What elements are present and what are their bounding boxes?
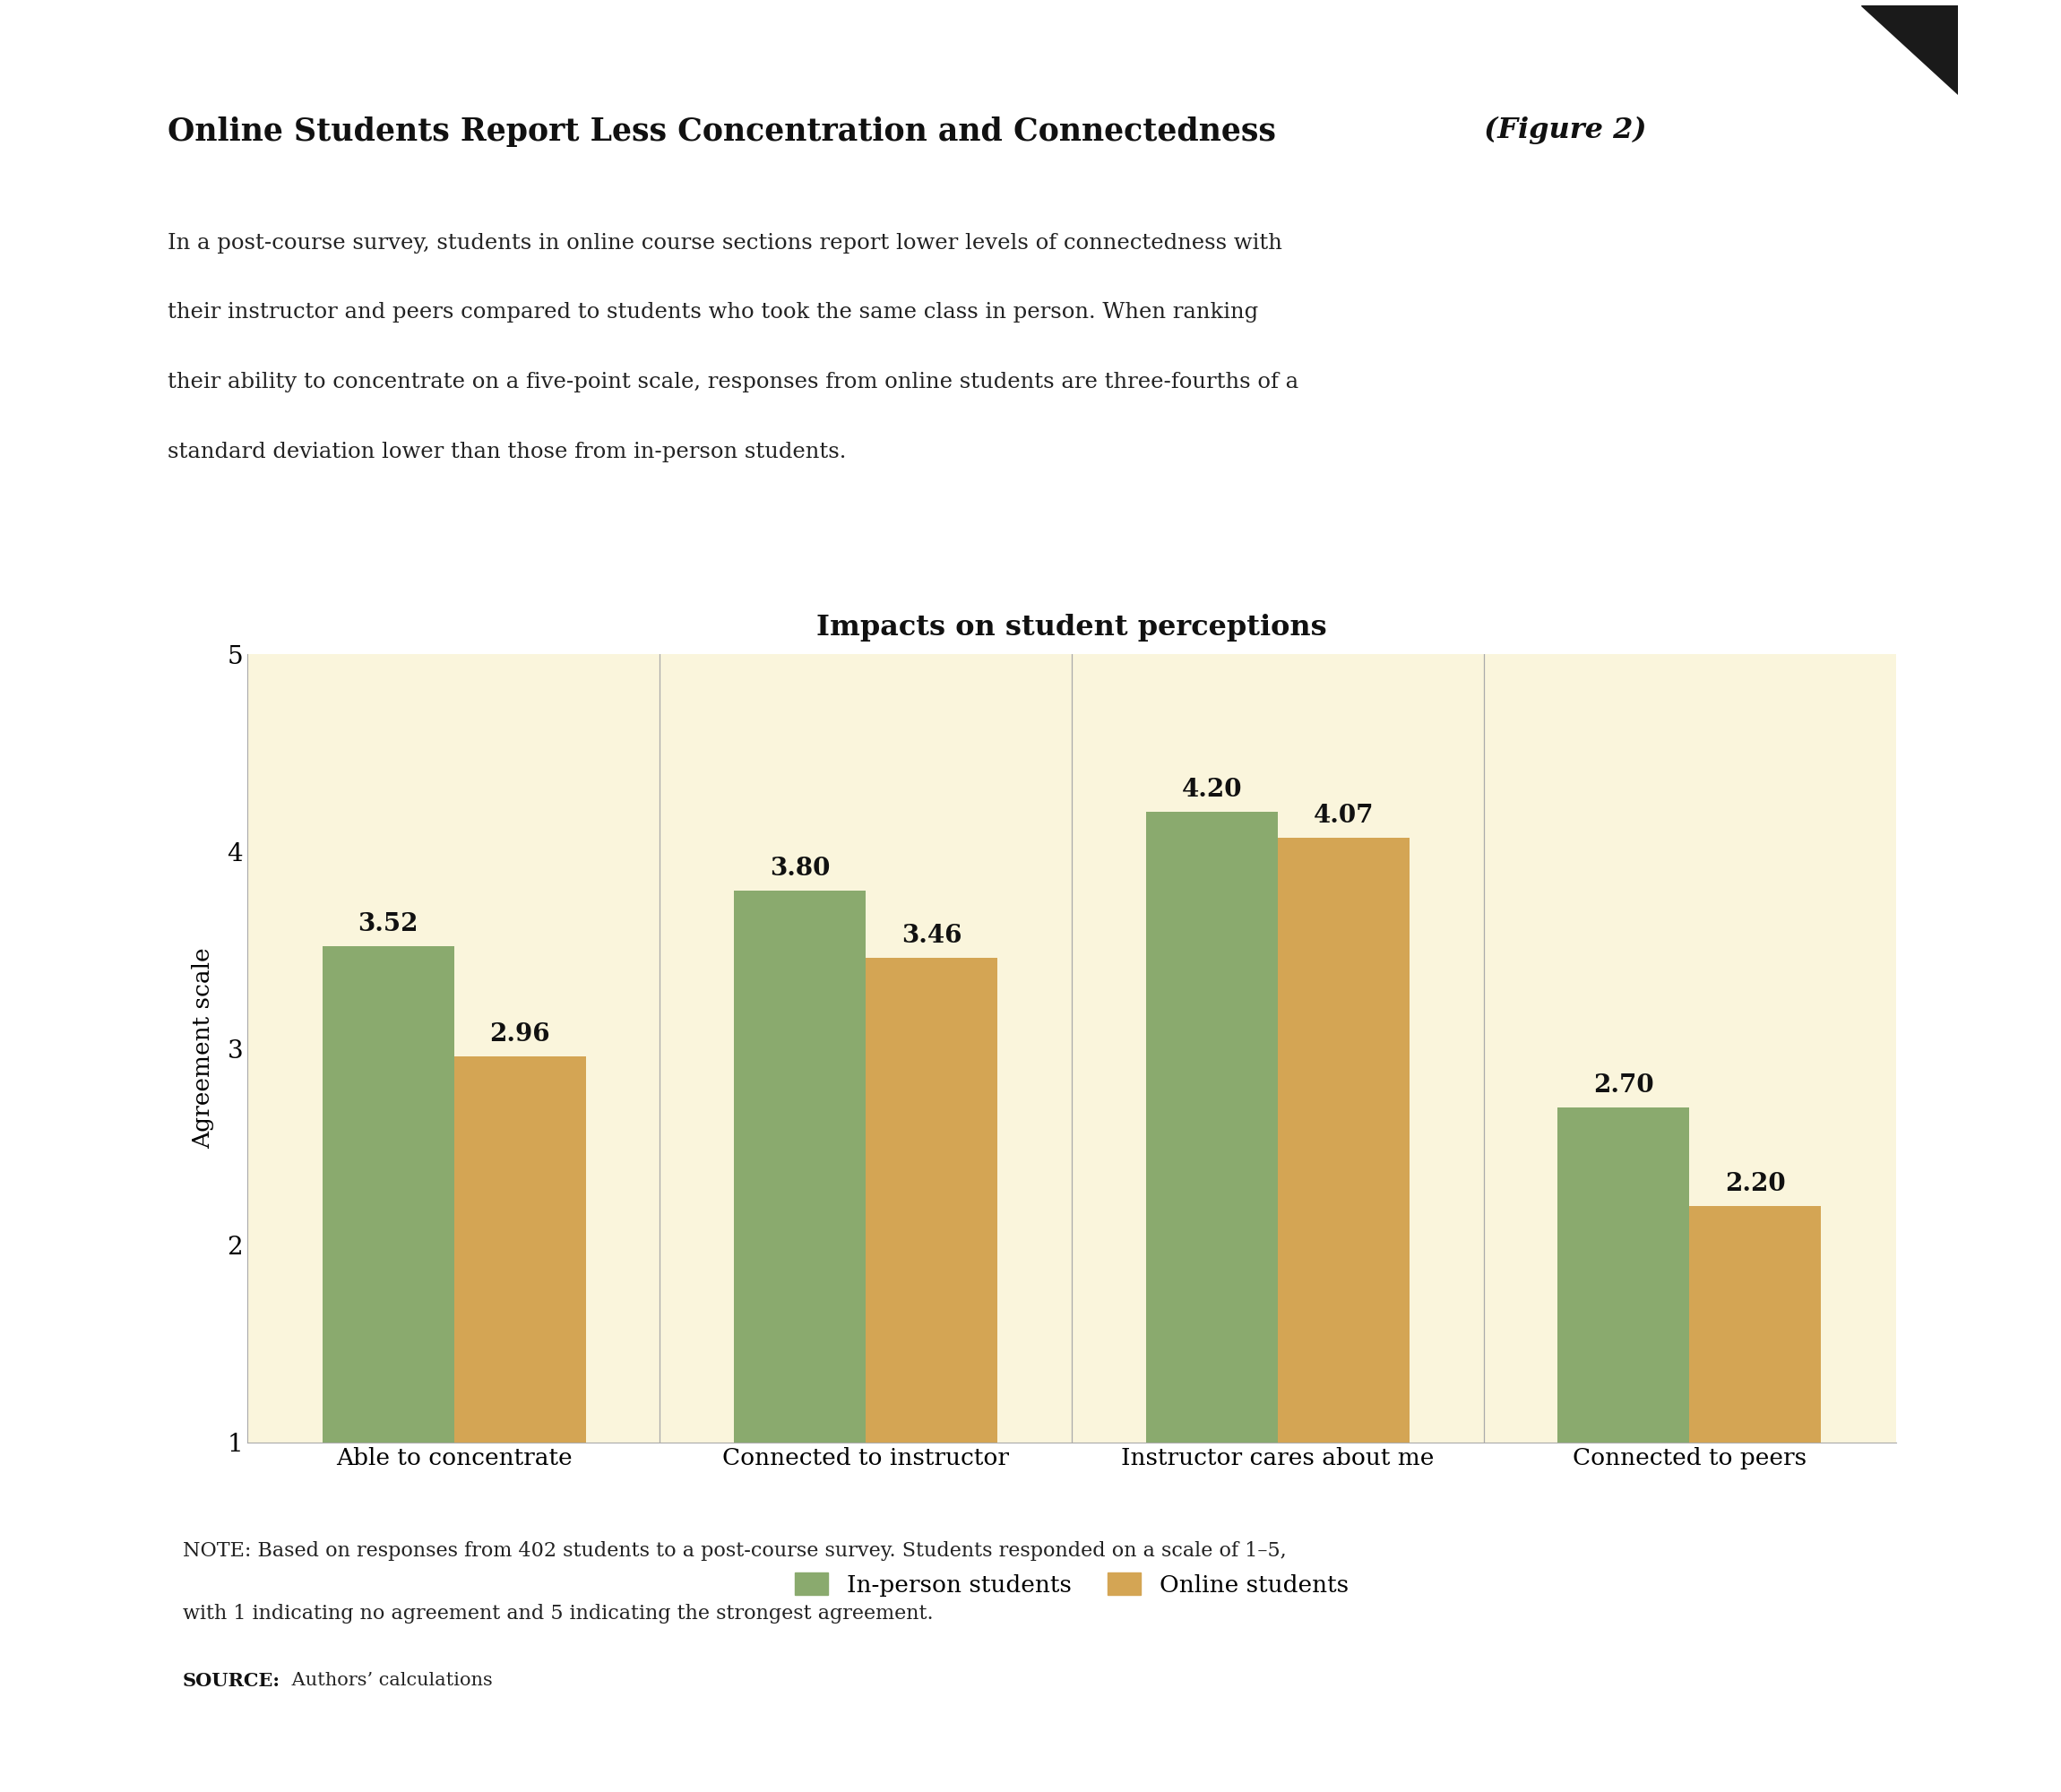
Text: 3.52: 3.52 [359, 912, 418, 935]
Bar [1690, 1206, 1822, 1640]
Text: 4.07: 4.07 [1313, 803, 1375, 828]
Text: NOTE: Based on responses from 402 students to a post-course survey. Students res: NOTE: Based on responses from 402 studen… [183, 1541, 1286, 1561]
Title: Impacts on student perceptions: Impacts on student perceptions [816, 615, 1327, 642]
Legend: In-person students, Online students: In-person students, Online students [796, 1572, 1348, 1597]
Text: 2.70: 2.70 [1593, 1073, 1653, 1097]
Text: (Figure 2): (Figure 2) [1474, 116, 1647, 145]
Bar [866, 957, 998, 1640]
Polygon shape [1861, 5, 1958, 93]
Bar [734, 891, 866, 1640]
Bar [322, 946, 453, 1640]
Text: 2.20: 2.20 [1725, 1172, 1785, 1197]
Text: 4.20: 4.20 [1181, 778, 1243, 803]
Text: 3.80: 3.80 [769, 857, 831, 882]
Text: standard deviation lower than those from in-person students.: standard deviation lower than those from… [169, 441, 847, 462]
Bar [1278, 837, 1410, 1640]
Text: Authors’ calculations: Authors’ calculations [284, 1672, 493, 1688]
Y-axis label: Agreement scale: Agreement scale [192, 948, 214, 1149]
Text: with 1 indicating no agreement and 5 indicating the strongest agreement.: with 1 indicating no agreement and 5 ind… [183, 1604, 934, 1624]
Text: 3.46: 3.46 [901, 923, 962, 948]
Text: their ability to concentrate on a five-point scale, responses from online studen: their ability to concentrate on a five-p… [169, 373, 1298, 392]
Bar [1146, 812, 1278, 1640]
Bar [453, 1055, 585, 1640]
Text: SOURCE:: SOURCE: [183, 1672, 280, 1690]
Text: Online Students Report Less Concentration and Connectedness: Online Students Report Less Concentratio… [169, 116, 1276, 147]
Text: their instructor and peers compared to students who took the same class in perso: their instructor and peers compared to s… [169, 303, 1259, 323]
Bar [1558, 1107, 1690, 1640]
Text: 2.96: 2.96 [491, 1021, 550, 1047]
Text: In a post-course survey, students in online course sections report lower levels : In a post-course survey, students in onl… [169, 233, 1282, 253]
